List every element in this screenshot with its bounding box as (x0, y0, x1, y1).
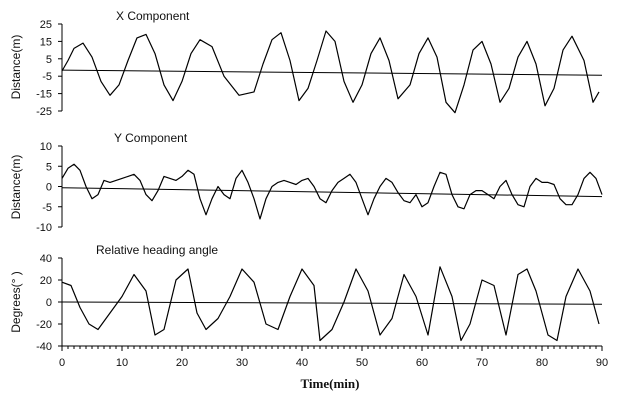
trend-line (61, 187, 603, 198)
y-tick-label: 40 (40, 253, 52, 265)
y-tick-label: 5 (46, 54, 52, 66)
y-tick-label: 0 (46, 297, 52, 309)
x-axis-title: Time(min) (301, 376, 360, 391)
plot-area (61, 24, 603, 114)
x-tick-label: 60 (416, 357, 428, 369)
y-tick-label: -20 (36, 319, 52, 331)
x-tick-label: 50 (356, 357, 368, 369)
y-tick-label: 15 (40, 36, 52, 48)
x-tick-label: 30 (236, 357, 248, 369)
x-tick-label: 0 (59, 357, 65, 369)
x-tick-label: 70 (476, 357, 488, 369)
x-tick-label: 20 (176, 357, 188, 369)
y-tick-label: -40 (36, 341, 52, 353)
series-line (61, 30, 600, 114)
panel-title: X Component (116, 9, 190, 23)
x-tick-label: 80 (536, 357, 548, 369)
y-axis-label: Distance(m) (9, 35, 23, 100)
x-tick-label: 90 (596, 357, 608, 369)
y-ticks: 40 20 0 -20 -40 (36, 253, 62, 353)
y-tick-label: 0 (46, 182, 52, 194)
panel-relative-heading-angle: Relative heading angle Degrees(° ) 40200… (9, 243, 608, 369)
series-line (61, 163, 603, 220)
plot-area (61, 146, 603, 227)
panel-title: Relative heading angle (96, 243, 218, 257)
y-tick-label: 10 (40, 141, 52, 153)
y-tick-label: -5 (42, 202, 52, 214)
y-axis-label: Distance(m) (9, 155, 23, 220)
x-axis: 0 10 20 30 40 50 60 70 80 90 (59, 345, 608, 369)
y-ticks: 25 15 5 -5 -15 -25 (36, 19, 62, 118)
y-ticks: 10 5 0 -5 -10 (36, 141, 62, 234)
x-tick-label: 10 (116, 357, 128, 369)
y-axis-label: Degrees(° ) (9, 271, 23, 332)
y-tick-label: 25 (40, 19, 52, 31)
panel-x-component: X Component Distance(m) 25 15 5 -5 -15 -25 (9, 9, 603, 118)
series-line (61, 266, 600, 342)
y-tick-label: -10 (36, 222, 52, 234)
y-tick-label: -15 (36, 89, 52, 101)
y-tick-label: -5 (42, 71, 52, 83)
plot-area (61, 258, 603, 346)
y-tick-label: 20 (40, 275, 52, 287)
x-tick-label: 40 (296, 357, 308, 369)
panel-title: Y Component (114, 131, 188, 145)
y-tick-label: -25 (36, 106, 52, 118)
trend-line (61, 69, 603, 76)
y-tick-label: 5 (46, 161, 52, 173)
trend-line (61, 301, 603, 305)
panel-y-component: Y Component Distance(m) 10 5 0 -5 -10 (9, 131, 603, 234)
